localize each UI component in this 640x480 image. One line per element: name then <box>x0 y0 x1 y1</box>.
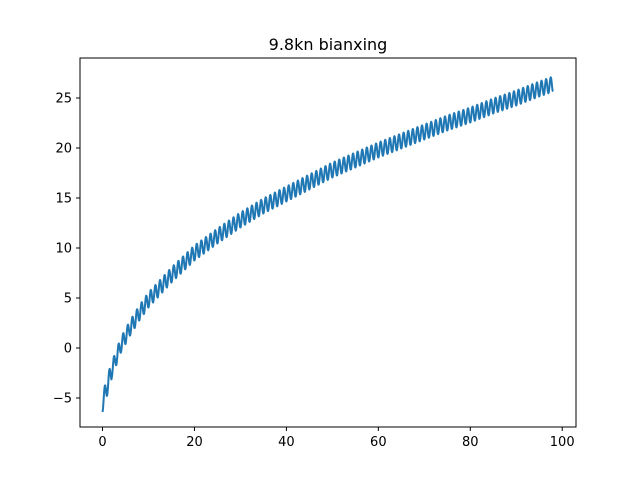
axes-frame <box>79 57 577 428</box>
x-axis: 0 20 40 60 80 100 <box>98 427 575 450</box>
chart-title: 9.8kn bianxing <box>269 35 388 54</box>
y-tick-label: 20 <box>55 142 72 157</box>
y-tick-label: −5 <box>53 392 72 407</box>
x-tick-label: 80 <box>462 435 479 450</box>
x-tick-label: 100 <box>550 435 575 450</box>
x-tick-label: 40 <box>278 435 295 450</box>
y-tick-label: 5 <box>64 292 72 307</box>
series-line <box>101 76 554 413</box>
y-axis: −5 0 5 10 15 20 25 <box>53 92 80 407</box>
x-tick-label: 0 <box>98 435 106 450</box>
y-tick-label: 10 <box>55 242 72 257</box>
y-tick-label: 15 <box>55 192 72 207</box>
plot-area <box>101 76 554 413</box>
y-tick-label: 25 <box>55 92 72 107</box>
x-tick-label: 20 <box>186 435 203 450</box>
x-tick-label: 60 <box>370 435 387 450</box>
y-tick-label: 0 <box>64 342 72 357</box>
